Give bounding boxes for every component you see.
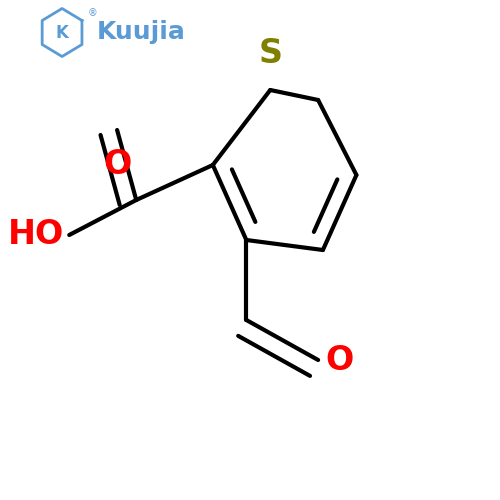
Text: Kuujia: Kuujia [97, 20, 186, 44]
Text: ®: ® [88, 8, 97, 18]
Text: HO: HO [8, 218, 64, 252]
Text: O: O [103, 148, 131, 180]
Text: K: K [56, 24, 68, 42]
Text: O: O [326, 344, 353, 376]
Text: S: S [258, 37, 282, 70]
